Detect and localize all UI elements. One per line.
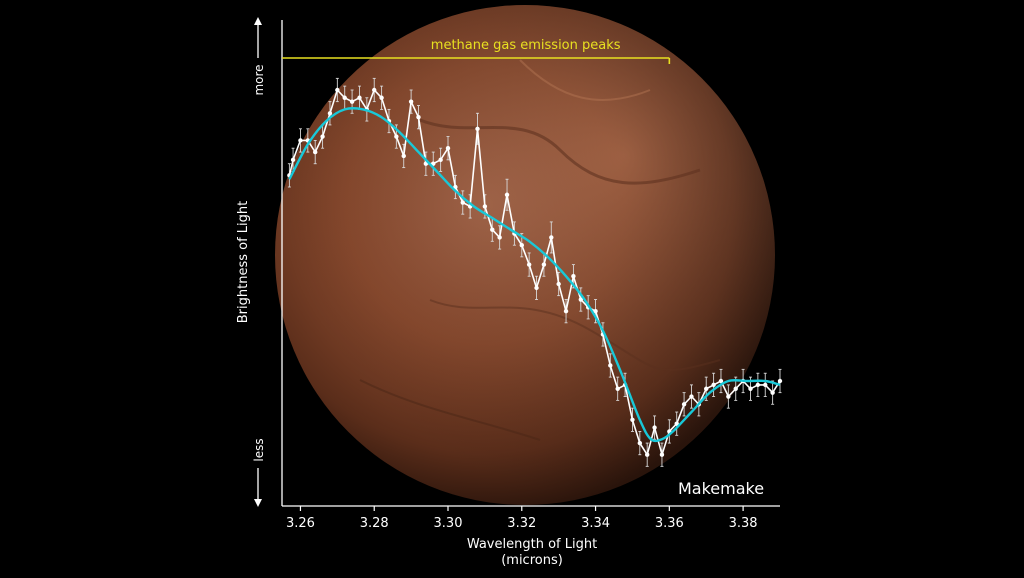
data-point xyxy=(770,390,775,395)
data-point xyxy=(482,204,488,209)
data-point xyxy=(357,95,362,100)
data-point xyxy=(608,363,613,368)
data-point xyxy=(519,243,524,248)
data-point xyxy=(659,452,665,457)
data-point xyxy=(777,378,783,384)
data-point xyxy=(563,308,569,314)
data-point xyxy=(526,262,532,267)
data-point xyxy=(475,126,480,131)
data-point xyxy=(674,421,679,426)
data-point xyxy=(394,134,399,139)
data-point xyxy=(549,235,554,240)
x-tick-label: 3.38 xyxy=(729,516,758,531)
annotation-label: methane gas emission peaks xyxy=(431,38,621,53)
y-less-indicator: less xyxy=(252,438,266,507)
data-point xyxy=(571,274,576,279)
down-arrow-icon xyxy=(254,499,262,507)
data-point xyxy=(534,285,539,291)
x-tick-label: 3.26 xyxy=(286,516,315,531)
x-tick-label: 3.30 xyxy=(434,516,463,531)
data-point xyxy=(313,149,318,155)
data-point xyxy=(704,386,709,391)
x-tick-label: 3.36 xyxy=(655,516,684,531)
methane-annotation: methane gas emission peaks xyxy=(282,38,671,64)
data-point xyxy=(541,262,547,267)
y-more-indicator: more xyxy=(252,17,266,96)
data-points xyxy=(287,87,783,457)
data-point xyxy=(445,146,451,151)
axes xyxy=(281,20,780,507)
data-point xyxy=(349,99,355,104)
more-label: more xyxy=(252,64,266,95)
data-point xyxy=(335,87,340,93)
data-point xyxy=(327,111,333,116)
data-point xyxy=(748,386,753,391)
data-point xyxy=(578,297,583,302)
data-point xyxy=(438,157,443,163)
x-tick-label: 3.32 xyxy=(507,516,536,531)
data-point xyxy=(652,425,657,430)
less-label: less xyxy=(252,438,266,461)
data-point xyxy=(711,382,716,388)
x-axis-label-units: (microns) xyxy=(501,553,563,568)
data-point xyxy=(763,382,768,388)
data-point xyxy=(298,138,303,143)
x-axis-label: Wavelength of Light xyxy=(467,537,597,552)
data-point xyxy=(733,386,738,391)
object-label: Makemake xyxy=(678,479,764,498)
x-tick-label: 3.28 xyxy=(360,516,389,531)
data-point xyxy=(718,378,724,384)
data-point xyxy=(755,382,761,388)
data-point xyxy=(615,386,620,391)
data-point xyxy=(556,281,561,287)
data-point xyxy=(726,394,731,399)
data-point xyxy=(637,440,643,446)
data-point xyxy=(408,99,414,104)
data-point xyxy=(497,235,502,240)
data-point xyxy=(630,417,635,422)
data-point xyxy=(593,308,598,314)
x-ticks: 3.26 3.28 3.30 3.32 3.34 3.36 3.38 xyxy=(286,506,758,531)
data-point xyxy=(342,95,347,100)
data-point xyxy=(290,157,296,163)
data-point xyxy=(645,452,650,457)
data-point xyxy=(372,87,377,93)
data-point xyxy=(490,227,495,232)
data-point xyxy=(379,95,384,100)
data-point xyxy=(320,134,325,139)
data-point xyxy=(453,184,458,190)
data-point xyxy=(460,200,465,205)
data-point xyxy=(504,192,510,197)
data-point xyxy=(401,153,406,159)
up-arrow-icon xyxy=(254,17,262,25)
data-point xyxy=(689,394,694,399)
x-tick-label: 3.34 xyxy=(581,516,610,531)
y-axis-label: Brightness of Light xyxy=(236,201,251,323)
model-fit-line xyxy=(288,107,781,443)
data-point xyxy=(416,114,421,120)
data-point xyxy=(681,402,687,407)
